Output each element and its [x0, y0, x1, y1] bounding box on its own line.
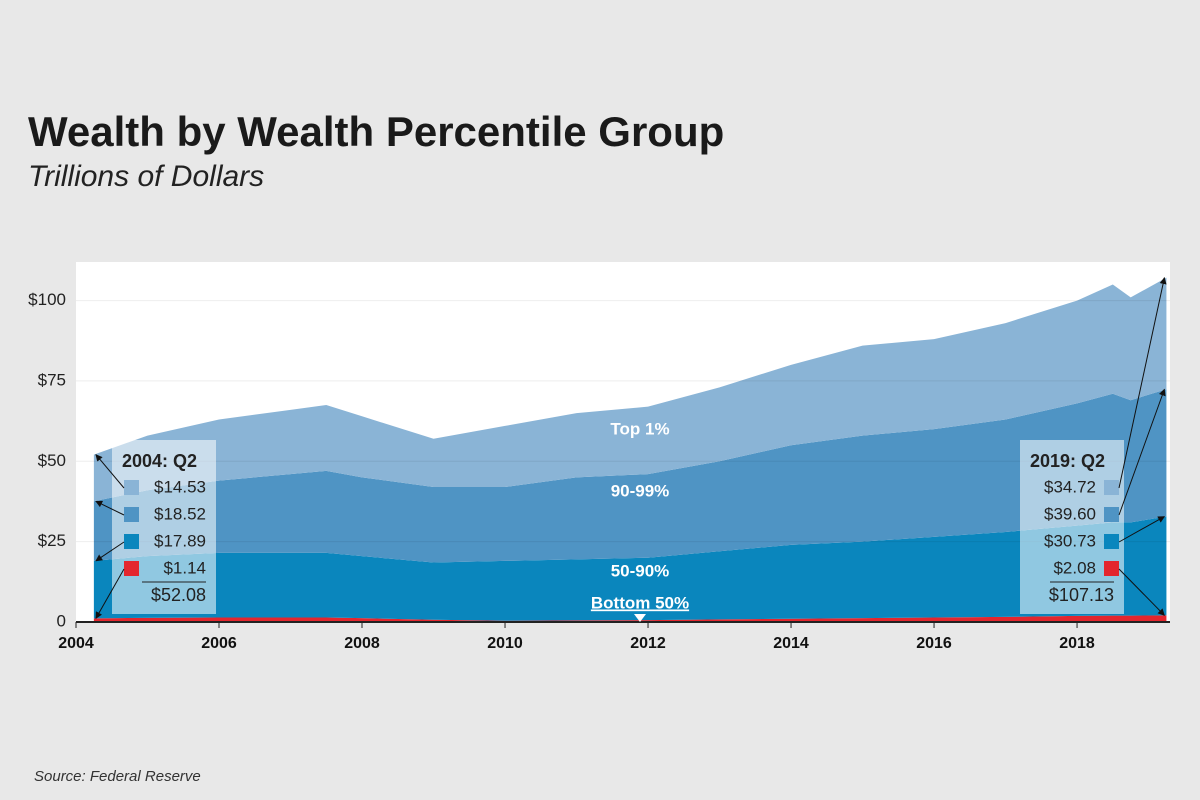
y-tick-label: $100	[28, 290, 66, 309]
legend-swatch	[1104, 507, 1119, 522]
callout-total: $107.13	[1049, 585, 1114, 605]
legend-swatch	[1104, 534, 1119, 549]
pointer-arrow	[95, 500, 125, 516]
x-tick-label: 2008	[344, 635, 380, 652]
callout-title: 2004: Q2	[122, 451, 197, 471]
legend-swatch	[124, 561, 139, 576]
legend-swatch	[124, 534, 139, 549]
chart-title: Wealth by Wealth Percentile Group	[28, 108, 724, 155]
legend-value: $39.60	[1044, 504, 1096, 523]
y-tick-label: $50	[38, 451, 66, 470]
legend-value: $14.53	[154, 477, 206, 496]
y-tick-label: $75	[38, 370, 66, 389]
x-tick-label: 2014	[773, 635, 809, 652]
callout: 2004: Q2 $14.53 $18.52 $17.89 $1.14 $52.08	[112, 440, 216, 614]
pointer	[634, 614, 646, 622]
pointer-arrow	[1118, 516, 1166, 543]
legend-swatch	[1104, 480, 1119, 495]
legend-value: $17.89	[154, 531, 206, 550]
pointer-arrow	[1118, 568, 1165, 616]
legend-swatch	[1104, 561, 1119, 576]
chart-subtitle: Trillions of Dollars	[28, 160, 264, 193]
area	[93, 516, 1167, 621]
area	[93, 615, 1167, 622]
x-tick-label: 2012	[630, 635, 666, 652]
legend-value: $1.14	[163, 558, 206, 577]
pointer-arrow	[95, 568, 125, 619]
callout-total: $52.08	[151, 585, 206, 605]
series-label: 90-99%	[611, 481, 670, 500]
y-tick-label: $25	[38, 531, 66, 550]
area	[93, 389, 1167, 563]
x-tick-label: 2004	[58, 635, 94, 652]
pointer-arrow	[95, 541, 125, 562]
series-label: 50-90%	[611, 561, 670, 580]
y-tick-label: 0	[57, 611, 66, 630]
x-tick-label: 2018	[1059, 635, 1095, 652]
legend-value: $2.08	[1053, 558, 1096, 577]
legend-value: $34.72	[1044, 477, 1096, 496]
series-label: Bottom 50%	[591, 593, 689, 612]
legend-swatch	[124, 480, 139, 495]
pointer-arrow	[1118, 388, 1166, 516]
area	[93, 277, 1167, 502]
pointer-arrow	[1118, 276, 1167, 489]
source: Source: Federal Reserve	[34, 768, 201, 785]
callout-box	[112, 440, 216, 614]
x-tick-label: 2016	[916, 635, 952, 652]
callout-box	[1020, 440, 1124, 614]
pointer-arrow	[95, 454, 125, 489]
series-label: Top 1%	[610, 419, 669, 438]
legend-value: $18.52	[154, 504, 206, 523]
x-tick-label: 2006	[201, 635, 237, 652]
legend-value: $30.73	[1044, 531, 1096, 550]
callout: 2019: Q2 $34.72 $39.60 $30.73 $2.08 $107.13	[1020, 440, 1124, 614]
x-tick-label: 2010	[487, 635, 523, 652]
legend-swatch	[124, 507, 139, 522]
callout-title: 2019: Q2	[1030, 451, 1105, 471]
